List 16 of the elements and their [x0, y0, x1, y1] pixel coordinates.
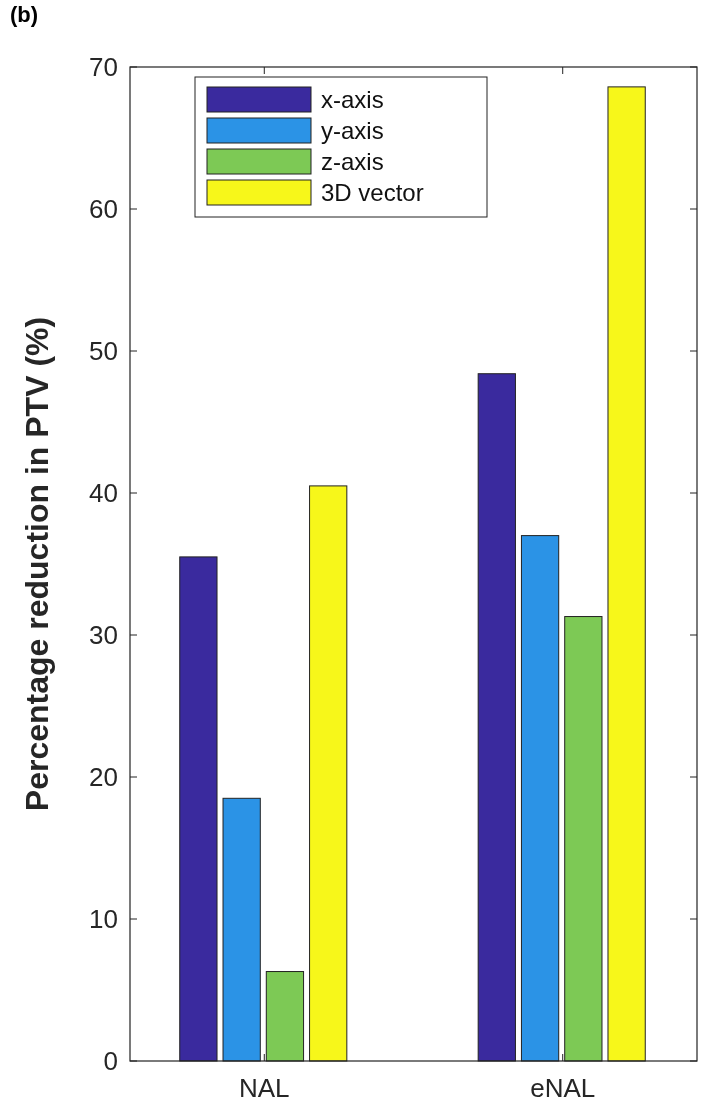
chart-title: (b) — [10, 2, 39, 27]
x-tick-label: NAL — [239, 1073, 290, 1103]
y-tick-label: 50 — [89, 336, 118, 367]
y-tick-label: 20 — [89, 762, 118, 793]
x-tick-label: eNAL — [530, 1073, 596, 1103]
y-tick-label: 40 — [89, 478, 118, 509]
legend-label: x-axis — [321, 86, 384, 114]
y-axis-title: Percentage reduction in PTV (%) — [19, 316, 55, 812]
legend-label: y-axis — [321, 117, 384, 145]
y-tick-label: 60 — [89, 194, 118, 225]
legend-label: z-axis — [321, 148, 384, 176]
y-tick-label: 70 — [89, 52, 118, 83]
y-tick-label: 10 — [89, 904, 118, 935]
y-tick-label: 0 — [103, 1046, 118, 1077]
legend-label: 3D vector — [321, 179, 424, 207]
y-tick-label: 30 — [89, 620, 118, 651]
